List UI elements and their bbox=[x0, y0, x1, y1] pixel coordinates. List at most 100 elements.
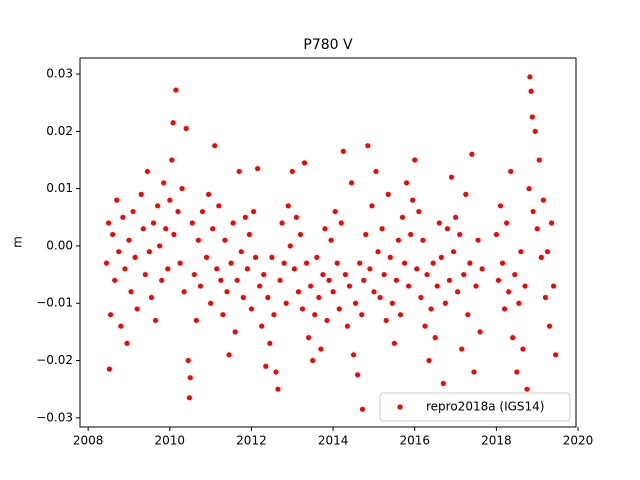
point bbox=[273, 369, 279, 375]
point bbox=[193, 317, 199, 324]
point bbox=[106, 366, 112, 372]
point bbox=[187, 375, 193, 381]
point bbox=[138, 191, 144, 197]
x-tick-label: 2012 bbox=[236, 434, 267, 448]
point bbox=[493, 231, 499, 238]
point bbox=[336, 306, 342, 312]
point bbox=[369, 203, 375, 209]
point bbox=[471, 369, 477, 375]
point bbox=[508, 168, 514, 175]
point bbox=[228, 260, 234, 266]
point bbox=[444, 226, 451, 232]
point bbox=[185, 357, 191, 364]
point bbox=[518, 249, 524, 255]
point bbox=[436, 220, 442, 226]
point bbox=[326, 277, 332, 283]
point bbox=[371, 289, 377, 295]
point bbox=[536, 157, 542, 163]
y-axis-label: m bbox=[11, 236, 25, 248]
point bbox=[103, 260, 110, 266]
point bbox=[124, 340, 130, 346]
point bbox=[391, 340, 397, 346]
point bbox=[510, 335, 516, 341]
point bbox=[352, 300, 359, 306]
point bbox=[271, 312, 277, 318]
point bbox=[477, 329, 483, 335]
point bbox=[283, 300, 289, 306]
y-tick-label: 0.03 bbox=[46, 67, 73, 81]
x-tick-label: 2020 bbox=[563, 434, 594, 448]
point bbox=[189, 220, 195, 226]
point bbox=[177, 260, 183, 266]
point bbox=[534, 226, 540, 232]
point bbox=[154, 203, 161, 209]
x-tick-label: 2010 bbox=[155, 434, 186, 448]
point bbox=[448, 174, 455, 180]
point bbox=[461, 271, 467, 278]
point bbox=[197, 283, 204, 289]
point bbox=[452, 214, 459, 220]
point bbox=[306, 335, 312, 341]
point bbox=[222, 237, 228, 243]
point bbox=[238, 249, 244, 255]
point bbox=[377, 294, 383, 301]
legend-marker bbox=[397, 404, 403, 410]
point bbox=[381, 271, 387, 278]
point bbox=[171, 231, 177, 238]
point bbox=[128, 289, 134, 295]
point bbox=[130, 208, 136, 215]
point bbox=[259, 323, 265, 329]
point bbox=[544, 249, 551, 255]
point bbox=[414, 266, 420, 272]
point bbox=[412, 157, 418, 163]
point bbox=[530, 208, 536, 215]
point bbox=[397, 312, 404, 318]
point bbox=[122, 266, 128, 272]
point bbox=[359, 406, 366, 412]
point bbox=[506, 289, 512, 295]
chart-title: P780 V bbox=[303, 37, 353, 53]
point bbox=[538, 254, 544, 260]
point bbox=[226, 352, 232, 358]
point bbox=[383, 317, 389, 324]
point bbox=[324, 317, 330, 324]
point bbox=[332, 208, 338, 215]
point bbox=[342, 271, 348, 278]
point bbox=[287, 243, 293, 249]
point bbox=[214, 266, 220, 272]
point bbox=[548, 220, 555, 226]
y-tick-label: 0.02 bbox=[46, 124, 73, 138]
point bbox=[418, 294, 424, 301]
point bbox=[459, 346, 465, 352]
point bbox=[269, 254, 275, 260]
x-tick-label: 2014 bbox=[318, 434, 349, 448]
point bbox=[142, 271, 148, 278]
point bbox=[132, 254, 138, 260]
point bbox=[263, 363, 269, 369]
point bbox=[173, 87, 179, 93]
point bbox=[312, 312, 318, 318]
point bbox=[550, 283, 557, 289]
point bbox=[181, 289, 187, 295]
point bbox=[144, 168, 150, 175]
point bbox=[224, 289, 230, 295]
point bbox=[430, 260, 436, 266]
point bbox=[428, 306, 434, 312]
point bbox=[340, 148, 346, 154]
point bbox=[348, 180, 355, 186]
point bbox=[210, 226, 216, 232]
point bbox=[314, 254, 320, 260]
point bbox=[275, 386, 281, 392]
point bbox=[504, 220, 510, 226]
point bbox=[191, 271, 197, 278]
point bbox=[375, 249, 381, 255]
point bbox=[150, 220, 157, 226]
point bbox=[434, 283, 440, 289]
point bbox=[469, 151, 475, 157]
point bbox=[310, 357, 316, 364]
point bbox=[261, 271, 267, 278]
point bbox=[475, 237, 481, 243]
point bbox=[408, 231, 414, 238]
point bbox=[552, 352, 559, 358]
point bbox=[361, 277, 367, 283]
